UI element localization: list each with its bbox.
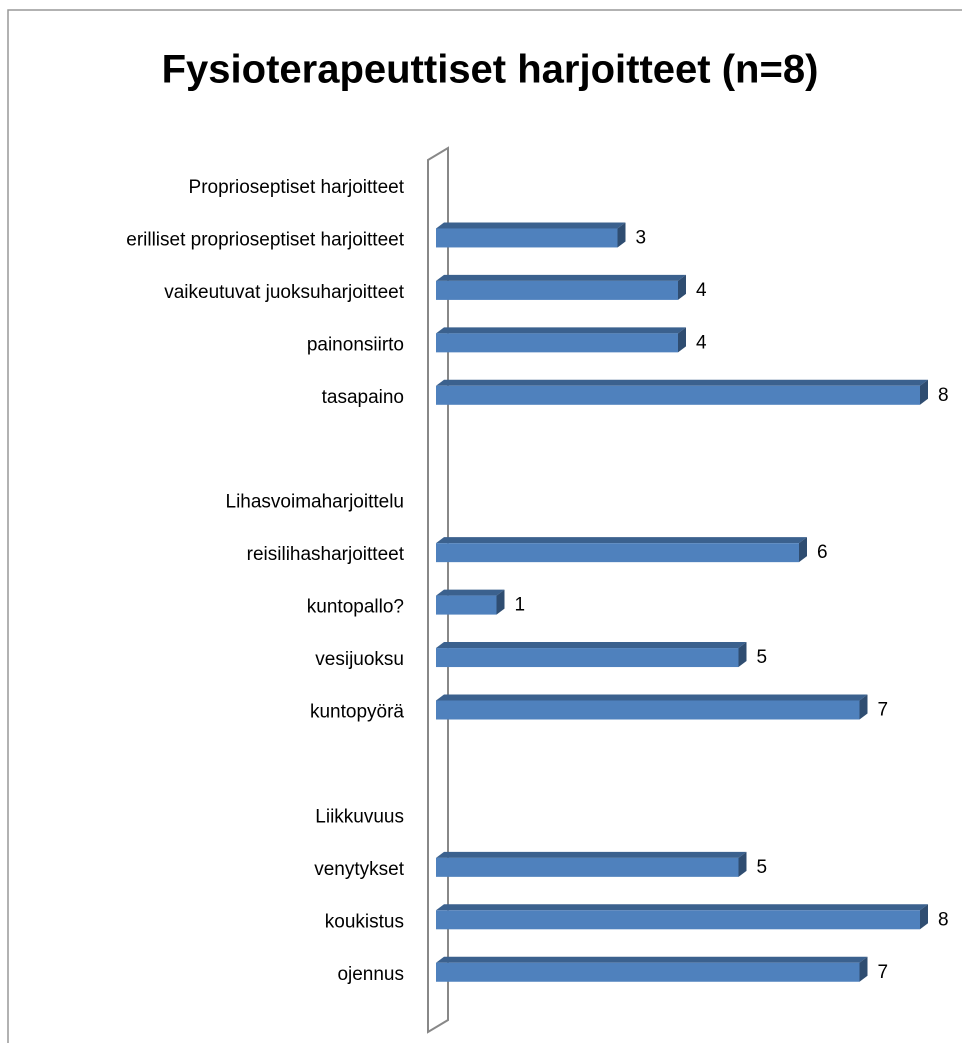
category-label: Lihasvoimaharjoittelu bbox=[226, 492, 405, 513]
bar bbox=[436, 851, 747, 877]
category-label: koukistus bbox=[325, 911, 404, 932]
bar-side bbox=[738, 642, 747, 668]
data-label: 3 bbox=[636, 227, 647, 248]
bar-front bbox=[436, 543, 799, 563]
bar-front bbox=[436, 700, 860, 720]
bar-side bbox=[678, 327, 686, 353]
bar-front bbox=[436, 385, 920, 405]
data-label: 6 bbox=[817, 542, 828, 563]
bar-front bbox=[436, 228, 618, 248]
bar-top bbox=[436, 537, 807, 544]
bar-front bbox=[436, 962, 860, 982]
bar-top bbox=[436, 222, 626, 229]
category-label: erilliset proprioseptiset harjoitteet bbox=[126, 229, 404, 250]
category-label: tasapaino bbox=[322, 387, 404, 408]
data-label: 4 bbox=[696, 280, 707, 301]
category-label: kuntopyörä bbox=[310, 702, 404, 723]
chart-title: Fysioterapeuttiset harjoitteet (n=8) bbox=[162, 48, 819, 92]
bar-front bbox=[436, 648, 739, 668]
bar bbox=[436, 327, 686, 353]
category-label: vaikeutuvat juoksuharjoitteet bbox=[164, 282, 404, 303]
bar-side bbox=[859, 956, 868, 982]
bar bbox=[436, 222, 626, 248]
category-label: Proprioseptiset harjoitteet bbox=[189, 177, 405, 198]
data-label: 5 bbox=[757, 857, 768, 878]
bar bbox=[436, 379, 928, 405]
bar-front bbox=[436, 280, 678, 300]
data-label: 1 bbox=[515, 595, 526, 616]
bar-top bbox=[436, 694, 868, 701]
bar-side bbox=[678, 274, 686, 300]
bar bbox=[436, 956, 868, 982]
bar-top bbox=[436, 851, 747, 858]
bar-side bbox=[617, 222, 626, 248]
bar bbox=[436, 274, 686, 300]
category-label: venytykset bbox=[314, 859, 404, 880]
data-label: 8 bbox=[938, 385, 949, 406]
category-label: vesijuoksu bbox=[315, 649, 404, 670]
bar-front bbox=[436, 857, 739, 877]
bar-side bbox=[738, 851, 747, 877]
bar-top bbox=[436, 642, 747, 649]
bar bbox=[436, 589, 505, 615]
bar-side bbox=[799, 537, 807, 563]
bar-side bbox=[496, 589, 505, 615]
category-label: kuntopallo? bbox=[307, 597, 404, 618]
bar bbox=[436, 642, 747, 668]
data-label: 4 bbox=[696, 332, 707, 353]
bar bbox=[436, 694, 868, 720]
bar-side bbox=[920, 904, 928, 930]
category-label: painonsiirto bbox=[307, 334, 404, 355]
bar-front bbox=[436, 595, 497, 615]
bar bbox=[436, 537, 807, 563]
category-label: reisilihasharjoitteet bbox=[247, 544, 405, 565]
bar-top bbox=[436, 379, 928, 386]
category-label: ojennus bbox=[337, 964, 404, 985]
category-label: Liikkuvuus bbox=[315, 806, 404, 827]
bar-front bbox=[436, 333, 678, 353]
data-label: 8 bbox=[938, 909, 949, 930]
data-label: 7 bbox=[878, 962, 889, 983]
data-label: 5 bbox=[757, 647, 768, 668]
bar-front bbox=[436, 910, 920, 930]
bar-side bbox=[920, 379, 928, 405]
bar bbox=[436, 904, 928, 930]
bar-top bbox=[436, 589, 505, 596]
chart-border bbox=[7, 9, 962, 1043]
axis-wall bbox=[427, 146, 449, 1034]
bar-top bbox=[436, 274, 686, 281]
data-label: 7 bbox=[878, 700, 889, 721]
bar-side bbox=[859, 694, 868, 720]
bar-top bbox=[436, 956, 868, 963]
bar-top bbox=[436, 327, 686, 334]
bar-top bbox=[436, 904, 928, 911]
